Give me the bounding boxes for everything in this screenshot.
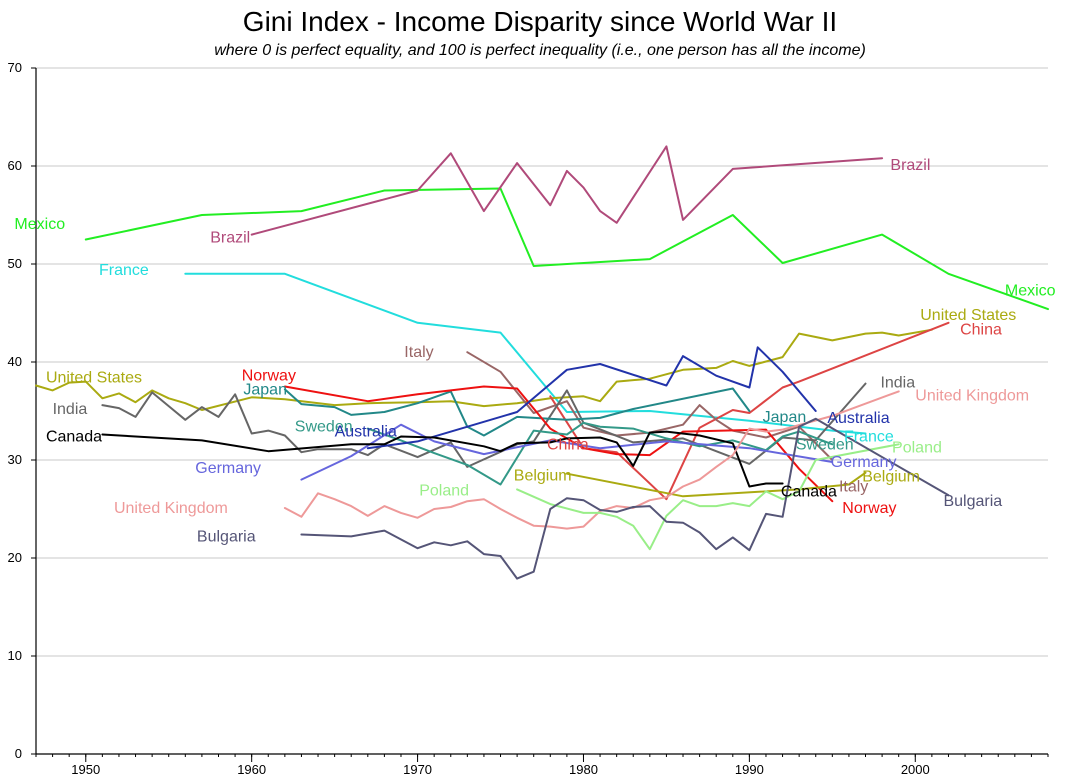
- x-tick-label: 1950: [71, 762, 100, 777]
- x-tick-label: 1970: [403, 762, 432, 777]
- series-label-france: France: [99, 262, 149, 279]
- series-label-china: China: [960, 322, 1002, 339]
- series-label-sweden: Sweden: [295, 419, 353, 436]
- series-label-bulgaria: Bulgaria: [197, 528, 256, 545]
- series-label-norway: Norway: [242, 368, 296, 385]
- series-label-mexico: Mexico: [14, 216, 65, 233]
- series-line-australia: [366, 346, 817, 450]
- y-tick-label: 20: [8, 550, 22, 565]
- axes: 0 10 20 30 40 50 60 70 1950 1960 1970 1980 1990 2000: [8, 60, 1049, 777]
- series-line-brazil: [250, 145, 884, 236]
- series-label-poland: Poland: [892, 439, 942, 456]
- series-line-germany: [300, 423, 834, 481]
- series-line-france: [184, 272, 867, 435]
- series-labels: Mexico Mexico Brazil Brazil France France Unit…: [14, 157, 1055, 545]
- series-label-india: India: [53, 401, 88, 418]
- y-tick-label: 40: [8, 354, 22, 369]
- series-line-united-states: [35, 328, 933, 411]
- series-label-bulgaria: Bulgaria: [943, 493, 1002, 510]
- series-line-norway: [283, 385, 834, 503]
- series-label-japan: Japan: [763, 409, 807, 426]
- series-label-poland: Poland: [419, 482, 469, 499]
- y-tick-label: 70: [8, 60, 22, 75]
- y-tick-label: 0: [15, 746, 22, 761]
- series-line-canada: [101, 430, 784, 488]
- x-tick-label: 1980: [569, 762, 598, 777]
- series-lines: [35, 145, 1049, 580]
- series-label-norway: Norway: [842, 500, 896, 517]
- series-line-sweden: [366, 421, 834, 486]
- series-label-united-kingdom: United Kingdom: [114, 500, 228, 517]
- series-label-canada: Canada: [781, 483, 837, 500]
- y-tick-label: 10: [8, 648, 22, 663]
- series-label-belgium: Belgium: [862, 469, 920, 486]
- series-label-united-states: United States: [920, 307, 1016, 324]
- series-label-italy: Italy: [839, 478, 868, 495]
- series-label-germany: Germany: [195, 460, 261, 477]
- x-tick-label: 1960: [237, 762, 266, 777]
- series-line-united-kingdom: [283, 390, 900, 530]
- series-label-belgium: Belgium: [514, 468, 572, 485]
- series-line-bulgaria: [300, 417, 950, 580]
- series-label-japan: Japan: [243, 381, 287, 398]
- series-label-italy: Italy: [404, 344, 433, 361]
- series-label-united-kingdom: United Kingdom: [915, 387, 1029, 404]
- series-line-mexico: [84, 187, 1049, 311]
- series-label-france: France: [844, 428, 894, 445]
- series-label-brazil: Brazil: [210, 230, 250, 247]
- series-line-italy: [466, 351, 834, 461]
- series-label-brazil: Brazil: [890, 157, 930, 174]
- chart-title: Gini Index - Income Disparity since Worl…: [242, 6, 838, 37]
- series-label-sweden: Sweden: [796, 436, 854, 453]
- series-label-germany: Germany: [831, 454, 897, 471]
- series-label-canada: Canada: [46, 428, 102, 445]
- series-label-united-states: United States: [46, 370, 142, 387]
- series-label-australia: Australia: [827, 410, 889, 427]
- y-tick-label: 50: [8, 256, 22, 271]
- series-label-mexico: Mexico: [1005, 282, 1056, 299]
- series-line-india: [101, 382, 867, 468]
- x-tick-label: 1990: [735, 762, 764, 777]
- series-label-china: China: [547, 436, 589, 453]
- series-label-india: India: [880, 375, 915, 392]
- x-tick-label: 2000: [901, 762, 930, 777]
- series-label-australia: Australia: [335, 424, 397, 441]
- chart-subtitle: where 0 is perfect equality, and 100 is …: [214, 42, 866, 59]
- y-tick-label: 60: [8, 158, 22, 173]
- y-tick-label: 30: [8, 452, 22, 467]
